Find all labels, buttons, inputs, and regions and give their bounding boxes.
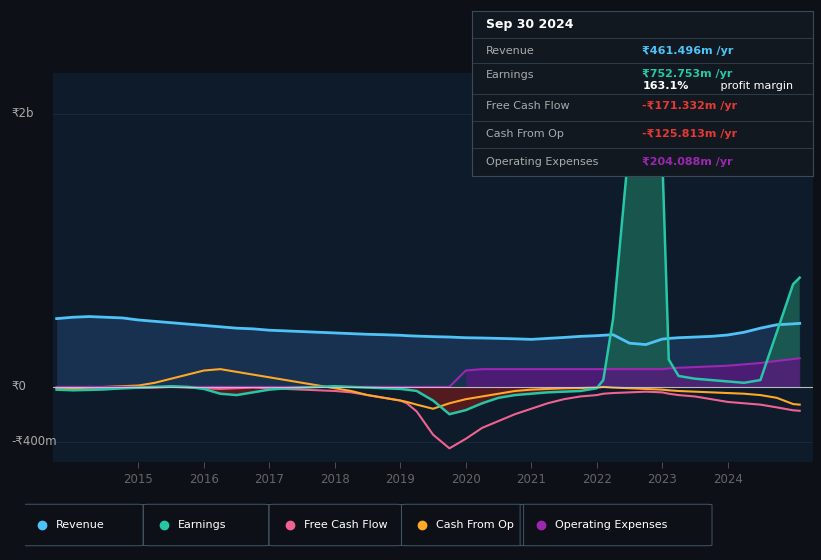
Text: 163.1%: 163.1% [643, 81, 689, 91]
Text: Cash From Op: Cash From Op [486, 129, 563, 139]
Text: -₹400m: -₹400m [11, 435, 57, 448]
Text: Operating Expenses: Operating Expenses [555, 520, 667, 530]
Text: ₹461.496m /yr: ₹461.496m /yr [643, 45, 734, 55]
Text: -₹125.813m /yr: -₹125.813m /yr [643, 129, 737, 139]
Text: ₹2b: ₹2b [11, 108, 34, 120]
Text: profit margin: profit margin [718, 81, 794, 91]
Text: ₹752.753m /yr: ₹752.753m /yr [643, 69, 733, 79]
Text: ₹204.088m /yr: ₹204.088m /yr [643, 157, 733, 167]
Text: Earnings: Earnings [486, 70, 534, 80]
Text: Revenue: Revenue [486, 45, 534, 55]
Text: Earnings: Earnings [178, 520, 227, 530]
Text: Free Cash Flow: Free Cash Flow [304, 520, 388, 530]
Text: Cash From Op: Cash From Op [437, 520, 514, 530]
Text: Revenue: Revenue [56, 520, 105, 530]
Text: ₹0: ₹0 [11, 380, 26, 393]
Text: Operating Expenses: Operating Expenses [486, 157, 598, 167]
Text: Sep 30 2024: Sep 30 2024 [486, 18, 573, 31]
Text: Free Cash Flow: Free Cash Flow [486, 101, 569, 111]
Text: -₹171.332m /yr: -₹171.332m /yr [643, 101, 737, 111]
